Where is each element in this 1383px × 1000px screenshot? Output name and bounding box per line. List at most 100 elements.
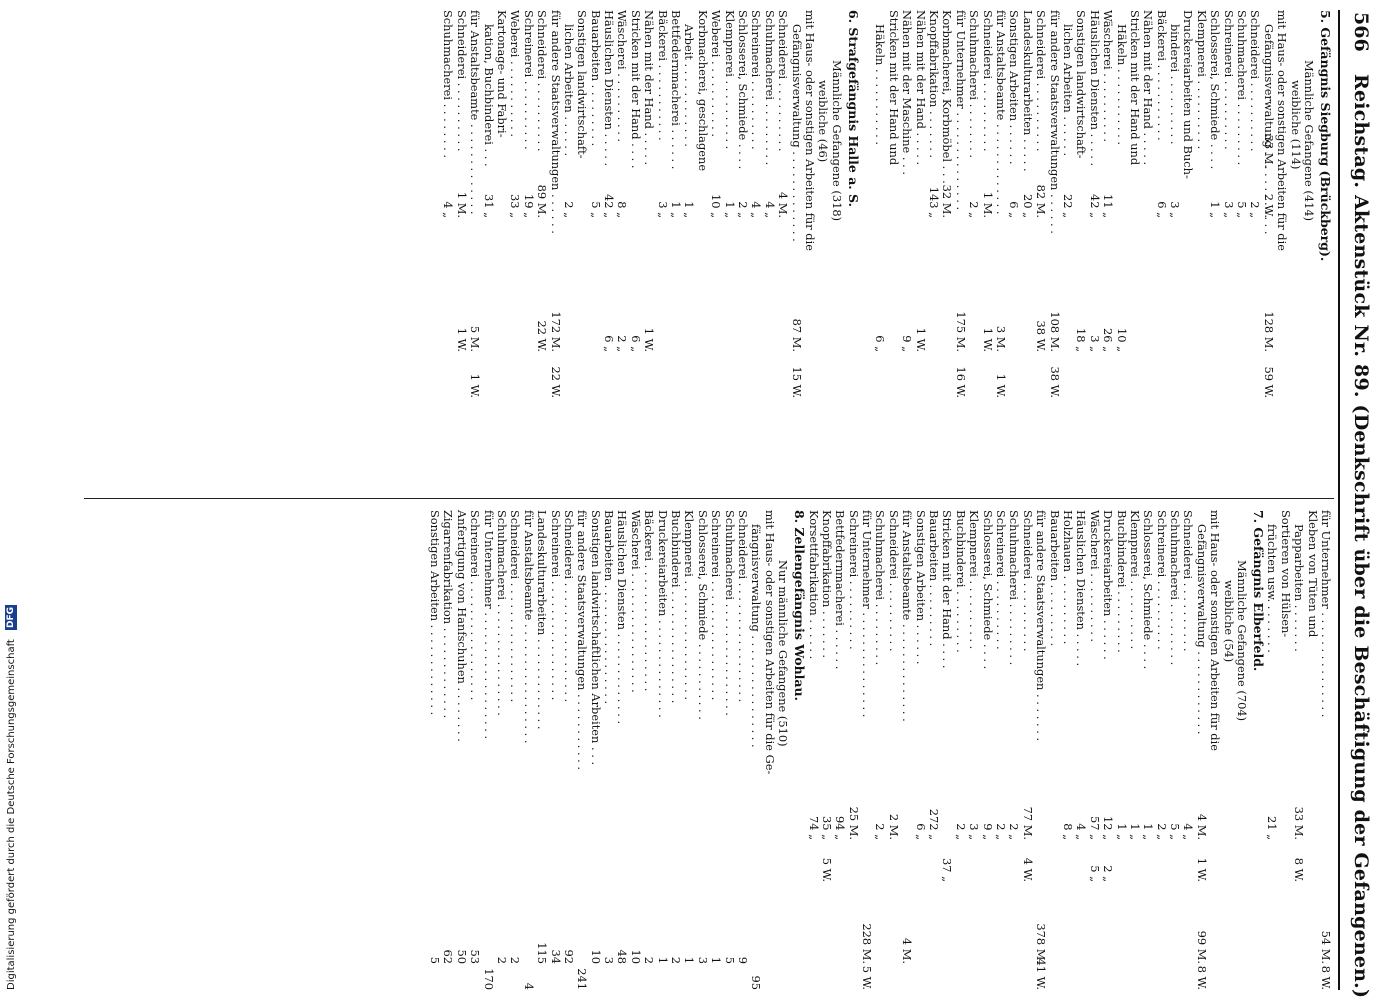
table-row: Bauarbeiten . . . . . . . . . 5 „ [588, 10, 603, 490]
row-label: Schreinerei . . . . . . . . . . . . . . … [709, 510, 724, 701]
page-number: 566 [1350, 12, 1372, 52]
row-value: 5 „ [1087, 865, 1102, 882]
table-row: Klempnerei . . . . . . . . . . . . . . .… [682, 510, 697, 990]
row-label: für Unternehmer . . . . . . . . . . . . … [860, 510, 875, 718]
row-value: 5 M. [468, 325, 483, 352]
row-value: 2 „ [735, 201, 750, 218]
row-value: 82 M. [1034, 184, 1049, 218]
table-row: Männliche Gefangene (318) [829, 10, 844, 490]
row-value: 1 W. [994, 373, 1009, 398]
table-row: für Unternehmer . . . . . . . . . . . . … [1319, 510, 1333, 990]
row-label: Zigarrenfabrikation . . . . . . . . . . … [441, 510, 456, 719]
row-label: Bettfedernmacherei . . . . . . [669, 10, 684, 170]
table-row: für andere Staatsverwaltungen . . . . . … [1034, 510, 1048, 990]
table-row: Sonstigen landwirtschaft- 18 „ [1074, 10, 1089, 490]
row-label: Klempnerei . . . . . . . . . . [722, 10, 737, 150]
row-value: 42 „ [1087, 193, 1102, 218]
table-row: Schlosserei, Schmiede . . . . . . . . . … [695, 510, 710, 990]
row-value: 6 „ [1007, 201, 1022, 218]
row-value: 8 W. [1194, 965, 1209, 990]
row-value: 1 [709, 956, 724, 964]
table-row: Schuhmacherei . . . . . . . . . . . . . … [722, 510, 737, 990]
table-row: Wäscherei . . . . . . . . . . 11 „ 26 „ [1101, 10, 1116, 490]
row-label: für Anstaltsbeamte . . . . . . . . . . .… [468, 10, 483, 215]
row-label: Sonstigen landwirtschaft- [575, 10, 590, 159]
table-row: Nähen mit der Maschine . . . 9 „ [900, 10, 914, 490]
row-value: 1 M. [980, 191, 995, 218]
row-label: Buchbinderei . . . . . . . . . [1114, 510, 1129, 653]
row-label: Schuhmacherei . . . . . . . . . [873, 510, 888, 666]
row-value: 1 „ [682, 201, 697, 218]
row-label: Schuhmacherei . . . . . . . . . [1007, 510, 1022, 666]
right-column: für Unternehmer . . . . . . . . . . . . … [428, 510, 1333, 990]
row-value: 1 M. [454, 191, 469, 218]
row-label: Schneiderei . . . . . . . . . . . . . . … [561, 510, 576, 703]
row-value: 18 „ [1074, 327, 1089, 352]
table-row: Landeskulturarbeiten . . . . . 20 „ [1020, 10, 1035, 490]
table-row: mit Haus- oder sonstigen Arbeiten für di… [1275, 10, 1289, 490]
table-row: Papparbeiten . . . . . . . 33 M. 8 W. [1292, 510, 1307, 990]
row-label: Druckereiarbeiten . . . . . . . . . . . … [655, 510, 670, 718]
table-row: Schreinerei . . . . . . . . . . 2 „ [994, 510, 1008, 990]
column-divider [84, 498, 1334, 499]
table-row: Schuhmacherei . . . . . . . . . 4 „ [762, 10, 777, 490]
row-label: Knopffabrikation . . . . . . . [819, 510, 834, 659]
row-value: 33 M. [1292, 806, 1307, 840]
row-value: 1 [682, 956, 697, 964]
table-row: für Anstaltsbeamte . . . . . . . . . . .… [994, 10, 1009, 490]
row-label: Schlosserei, Schmiede . . . . . . . . . … [695, 510, 710, 720]
row-label: Schreinerei . . . . . . . . . . [749, 10, 764, 150]
row-label: Häuslichen Diensten . . . . . [1074, 510, 1089, 667]
row-value: 3 „ [1087, 335, 1102, 352]
row-label: Bäckerei . . . . . . . . . . . [1154, 10, 1169, 141]
table-row: Gefängnisverwaltung . . . . . . . . . . … [789, 10, 804, 490]
section-heading: 5. Gefängnis Siegburg (Brückberg). [1315, 10, 1333, 490]
row-value: 26 „ [1101, 327, 1116, 352]
row-value: 4 „ [1181, 823, 1196, 840]
table-row: Bettfedernmacherei . . . . . . 1 „ [669, 10, 684, 490]
row-label: Knopffabrikation . . . . . . . [927, 10, 942, 159]
row-label: Bauarbeiten . . . . . . . . . [927, 510, 942, 647]
row-label: für Anstaltsbeamte . . . . . . . . . . .… [994, 10, 1009, 215]
row-label: für Unternehmer . . . . . . . . . . . . … [1319, 510, 1333, 718]
row-label: Klempnerei . . . . . . . . . . [1127, 510, 1142, 650]
row-label: Schreinerei . . . . . . . . . . [521, 10, 536, 150]
row-label: Sonstigen landwirtschaftlichen Arbeiten … [588, 510, 603, 766]
row-value: 10 [628, 949, 643, 965]
row-label: für Anstaltsbeamte . . . . . . . . . . .… [521, 510, 536, 744]
row-value: 228 M. [860, 923, 875, 964]
row-label: Wäscherei . . . . . . . . . . [1101, 10, 1116, 143]
table-row: Stricken mit der Hand und [1128, 10, 1142, 490]
row-label: Schneiderei . . . . . . . . . . [454, 10, 469, 152]
table-row: Sonstigen Arbeiten . . . . . . 6 „ [913, 510, 928, 990]
row-label: weibliche (46) [816, 80, 831, 163]
table-row: für andere Staatsverwaltungen . . . . . … [575, 510, 590, 990]
table-row: Schneiderei . . . . . . . . . . 1 M. 1 W. [454, 10, 469, 490]
row-label: Korbmacherei, Korbmöbel . . . [940, 10, 955, 184]
row-label: Schneiderei . . . . . . . . . . [980, 10, 995, 152]
table-row: Druckereiarbeiten . . . . . . . . . . . … [655, 510, 670, 990]
row-value: 57 „ [1087, 815, 1102, 840]
table-row: Klempnerei . . . . . . . . . . [1194, 10, 1209, 490]
row-label: Landeskulturarbeiten . . . . . [1020, 10, 1035, 172]
row-label: für andere Staatsverwaltungen . . . . . … [548, 10, 563, 234]
row-value: 9 [735, 956, 750, 964]
row-value: 54 M. [1319, 930, 1333, 964]
table-row: Schuhmacherei . . . . . . . . . . . . . … [495, 510, 509, 990]
row-value: 94 „ [833, 815, 848, 840]
table-row: Stricken mit der Hand . . . . 6 „ [628, 10, 643, 490]
row-value: 99 M. [1194, 930, 1209, 964]
row-value: 1 W. [454, 327, 469, 352]
row-value: 143 „ [927, 186, 942, 218]
table-row: Sonstigen landwirtschaft- [575, 10, 590, 490]
table-row: weibliche (46) [816, 10, 831, 490]
table-row: Weberei . . . . . . . . . . . 33 „ [508, 10, 522, 490]
table-row: Sonstigen landwirtschaftlichen Arbeiten … [588, 510, 603, 990]
row-label: Schreinerei . . . . . . . . . . [846, 510, 861, 650]
row-label: Schneiderei . . . . . . . . . . . . . . … [735, 510, 750, 703]
row-value: 35 „ [819, 815, 834, 840]
row-label: Nähen mit der Hand . . . . . [1141, 10, 1156, 166]
row-label: für andere Staatsverwaltungen . . . . . … [575, 510, 590, 771]
row-label: Nähen mit der Hand . . . . . [642, 10, 657, 166]
row-value: 38 W. [1034, 320, 1049, 352]
